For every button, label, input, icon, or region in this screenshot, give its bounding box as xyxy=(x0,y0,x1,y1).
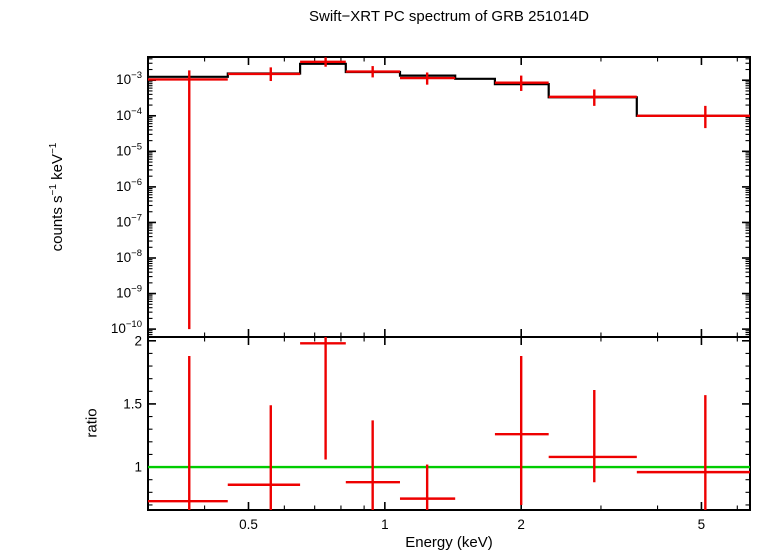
y-tick-label: 10−8 xyxy=(116,248,142,265)
y-tick-label: 10−3 xyxy=(116,70,142,87)
y-tick-label: 2 xyxy=(134,333,142,348)
spectrum-y-axis-label: counts s−1 keV−1 xyxy=(48,142,66,252)
x-tick-label: 0.5 xyxy=(239,517,258,532)
spectrum-ticks xyxy=(149,58,749,336)
ratio-panel: 11.52 xyxy=(123,333,751,511)
y-tick-label: 10−5 xyxy=(116,141,142,158)
x-tick-label: 5 xyxy=(698,517,706,532)
x-axis-label: Energy (keV) xyxy=(405,534,493,551)
x-tick-label: 1 xyxy=(381,517,389,532)
figure-title: Swift−XRT PC spectrum of GRB 251014D xyxy=(309,8,589,25)
ratio-ticks xyxy=(149,338,749,509)
y-tick-label: 10−4 xyxy=(116,106,142,123)
y-tick-label: 1.5 xyxy=(123,396,142,411)
y-tick-label: 10−7 xyxy=(116,212,142,229)
model-histogram xyxy=(148,62,750,117)
ratio-y-axis-label: ratio xyxy=(83,408,101,438)
y-tick-label: 1 xyxy=(134,460,142,475)
ratio-frame xyxy=(147,336,751,511)
ratio-data-points xyxy=(148,337,750,510)
spectrum-frame xyxy=(147,56,751,338)
x-tick-label: 2 xyxy=(517,517,525,532)
spectrum-data-points xyxy=(148,57,750,330)
y-tick-label: 10−10 xyxy=(111,319,142,336)
y-tick-label: 10−6 xyxy=(116,177,142,194)
spectrum-panel: 10−3 10−4 10−5 10−6 10−7 10−8 10−9 10−10 xyxy=(111,56,751,338)
y-tick-label: 10−9 xyxy=(116,284,142,301)
